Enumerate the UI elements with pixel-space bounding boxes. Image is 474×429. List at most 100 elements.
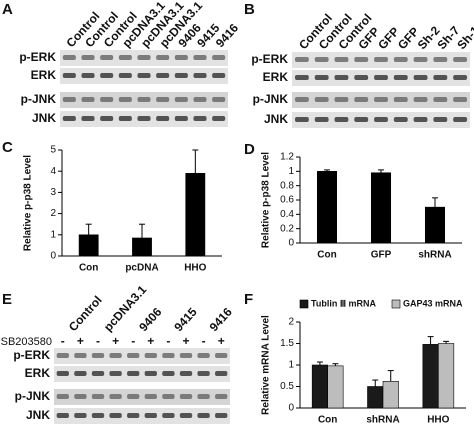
x-tick-label: Con (317, 250, 336, 261)
band (453, 75, 468, 80)
band (354, 57, 369, 62)
band (91, 371, 105, 376)
band (81, 73, 95, 78)
band (433, 117, 448, 122)
treatment-sign: - (202, 334, 206, 348)
y-tick-label: 0 (288, 403, 294, 414)
band (56, 413, 69, 418)
y-axis-title: Relative p-p38 Level (23, 155, 34, 251)
treatment-sign: - (96, 334, 100, 348)
y-tick-label: 1.5 (280, 338, 294, 349)
y-tick-label: 1 (288, 360, 294, 371)
lane-label: 9416 (213, 21, 241, 50)
bar (438, 343, 455, 409)
band (212, 73, 226, 78)
band (156, 97, 170, 102)
band (193, 55, 207, 60)
band (91, 413, 105, 418)
x-tick-label: GFP (371, 250, 392, 261)
band (100, 116, 114, 121)
band (294, 117, 309, 122)
band (413, 117, 428, 122)
band (91, 353, 105, 358)
lane-label: 9406 (136, 305, 164, 334)
bar (367, 386, 384, 409)
band (74, 371, 87, 376)
band (374, 57, 388, 62)
band (62, 97, 76, 102)
y-axis-title: Relative p-p38 Level (261, 152, 272, 248)
row-label: p-ERK (19, 50, 56, 64)
band (433, 97, 448, 102)
band (197, 413, 210, 418)
x-tick-label: pcDNA (125, 263, 158, 274)
legend-label: Tublin Ⅲ mRNA (311, 298, 377, 308)
row-label: ERK (263, 70, 289, 84)
bar (132, 237, 152, 257)
panel-letter: D (244, 141, 255, 158)
band (109, 394, 122, 399)
band (215, 371, 228, 376)
band (137, 116, 151, 121)
y-tick-label: 0.2 (280, 223, 294, 234)
legend-swatch (391, 299, 401, 309)
row-label: JNK (32, 111, 56, 125)
band (334, 97, 349, 102)
y-tick-label: 5 (50, 145, 56, 156)
band (109, 353, 122, 358)
bar (311, 364, 328, 409)
band (56, 353, 69, 358)
band (137, 73, 151, 78)
row-label: p-ERK (13, 348, 50, 362)
blot-strip (54, 408, 230, 424)
band (393, 57, 408, 62)
y-tick-label: 0.6 (280, 195, 294, 206)
band (433, 75, 448, 80)
treatment-sign: - (131, 334, 135, 348)
band (74, 394, 87, 399)
band (179, 413, 193, 418)
band (314, 97, 329, 102)
band (100, 97, 114, 102)
band (393, 97, 408, 102)
y-tick-label: 0.5 (280, 381, 294, 392)
band (197, 371, 210, 376)
band (413, 75, 428, 80)
band (162, 394, 175, 399)
band (144, 371, 157, 376)
band (56, 394, 69, 399)
band (314, 117, 329, 122)
treatment-sign: + (147, 334, 154, 348)
band (162, 413, 175, 418)
y-tick-label: 0.8 (280, 180, 294, 191)
band (81, 55, 95, 60)
bar (327, 365, 344, 409)
bar (422, 344, 439, 409)
band (374, 117, 388, 122)
band (374, 97, 388, 102)
lane-label: 9415 (171, 305, 199, 334)
band (393, 75, 408, 80)
y-tick-label: 0 (288, 238, 294, 249)
band (118, 116, 132, 121)
band (294, 75, 309, 80)
y-tick-label: 0 (50, 251, 56, 262)
band (109, 371, 122, 376)
row-label: p-ERK (251, 52, 288, 66)
band (334, 75, 349, 80)
x-tick-label: HHO (184, 263, 206, 274)
band (137, 55, 151, 60)
band (127, 413, 140, 418)
band (179, 394, 193, 399)
band (74, 413, 87, 418)
row-label: ERK (31, 68, 57, 82)
band (127, 353, 140, 358)
band (100, 73, 114, 78)
panel-letter: E (2, 291, 12, 308)
band (354, 117, 369, 122)
y-tick-label: 2 (288, 317, 294, 328)
band (374, 75, 388, 80)
treatment-sign: - (61, 334, 65, 348)
band (212, 97, 226, 102)
